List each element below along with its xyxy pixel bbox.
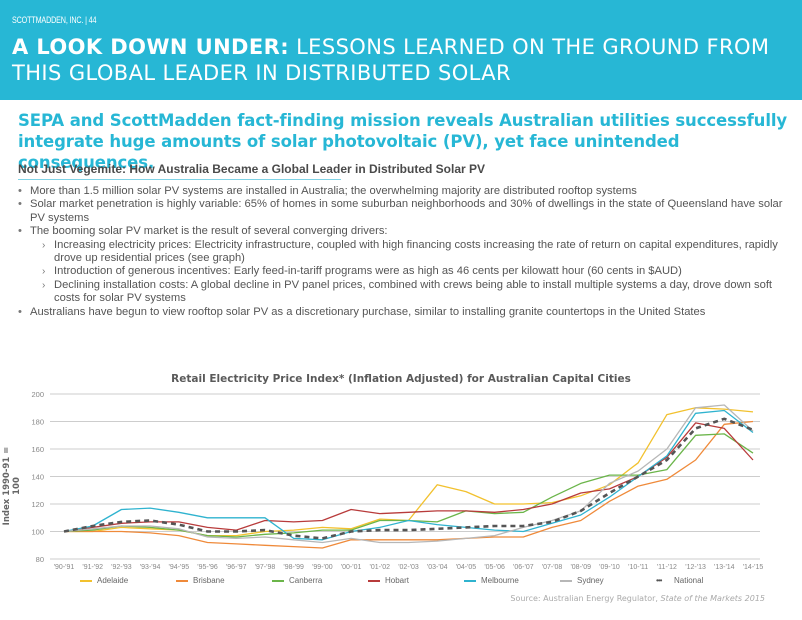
legend-swatch xyxy=(560,579,572,582)
x-tick-label: '96-'97 xyxy=(226,564,247,571)
x-tick-label: '04-'05 xyxy=(456,564,477,571)
chart-legend: Adelaide Brisbane Canberra Hobart Melbourne S… xyxy=(0,576,802,590)
legend-swatch xyxy=(368,579,380,582)
page-title-rest: LESSONS LEARNED ON THE GROUND FROM THIS … xyxy=(12,35,770,85)
section-heading: Not Just Vegemite: How Australia Became … xyxy=(18,162,486,176)
series-line-adelaide xyxy=(64,407,754,537)
x-tick-label: '06-'07 xyxy=(513,564,534,571)
bullet-icon: • xyxy=(18,198,22,211)
sub-bullet-text: Introduction of generous incentives: Ear… xyxy=(54,265,682,278)
bullet-list: • More than 1.5 million solar PV systems… xyxy=(18,185,788,319)
bullet-text: Solar market penetration is highly varia… xyxy=(30,198,783,224)
list-item: • Solar market penetration is highly var… xyxy=(18,198,788,225)
x-tick-label: '93-'94 xyxy=(140,564,161,571)
y-tick-label: 200 xyxy=(31,390,44,399)
y-tick-label: 100 xyxy=(31,528,44,537)
series-line-brisbane xyxy=(64,420,754,549)
legend-swatch xyxy=(176,579,188,582)
chart-series xyxy=(63,404,754,549)
legend-label: Brisbane xyxy=(193,576,225,585)
sub-bullet-text: Declining installation costs: A global d… xyxy=(54,278,773,305)
chart-grid xyxy=(50,393,760,560)
x-tick-label: '08-'09 xyxy=(570,564,591,571)
x-tick-label: '91-'92 xyxy=(82,564,103,571)
legend-label: Melbourne xyxy=(481,576,519,585)
line-chart: 80 100 120 140 160 180 200 '90-'91 '91-'92 '92-'… xyxy=(31,390,764,571)
legend-label: Sydney xyxy=(577,576,604,585)
legend-item-hobart: Hobart xyxy=(368,576,409,585)
chart-title: Retail Electricity Price Index* (Inflati… xyxy=(171,373,631,385)
bullet-icon: • xyxy=(18,185,22,197)
bullet-text: More than 1.5 million solar PV systems a… xyxy=(30,185,637,197)
series-line-national xyxy=(63,417,754,540)
sub-list-item: › Declining installation costs: A global… xyxy=(18,279,788,306)
legend-item-canberra: Canberra xyxy=(272,576,322,585)
sub-bullet-text: Increasing electricity prices: Electrici… xyxy=(54,238,778,265)
x-tick-label: '90-'91 xyxy=(54,564,75,571)
section-divider xyxy=(18,179,341,180)
x-tick-label: '01-'02 xyxy=(370,564,391,571)
series-line-hobart xyxy=(63,422,754,533)
source-title: State of the Markets 2015 xyxy=(660,594,766,603)
list-item: • The booming solar PV market is the res… xyxy=(18,225,788,238)
y-tick-labels: 80 100 120 140 160 180 200 xyxy=(31,390,44,564)
legend-label: Adelaide xyxy=(97,576,129,585)
subtitle: SEPA and ScottMadden fact-finding missio… xyxy=(18,111,788,172)
sub-list-item: › Increasing electricity prices: Electri… xyxy=(18,239,788,266)
series-line-melbourne xyxy=(63,409,754,541)
chevron-right-icon: › xyxy=(42,266,46,278)
y-tick-label: 140 xyxy=(31,473,44,482)
bullet-text: The booming solar PV market is the resul… xyxy=(30,225,388,238)
x-tick-label: '03-'04 xyxy=(427,564,448,571)
bullet-text: Australians have begun to view rooftop s… xyxy=(30,305,706,318)
legend-label: Canberra xyxy=(289,576,323,585)
x-tick-label: '09-'10 xyxy=(599,564,620,571)
x-tick-label: '92-'93 xyxy=(111,564,132,571)
x-tick-label: '00-'01 xyxy=(341,564,362,571)
sub-list-item: › Introduction of generous incentives: E… xyxy=(18,265,788,278)
x-tick-label: '07-'08 xyxy=(542,564,563,571)
series-line-sydney xyxy=(63,404,754,544)
chevron-right-icon: › xyxy=(42,279,46,291)
legend-item-melbourne: Melbourne xyxy=(464,576,519,585)
legend-item-national: ••• National xyxy=(656,576,703,585)
x-tick-label: '94-'95 xyxy=(169,564,190,571)
list-item: • More than 1.5 million solar PV systems… xyxy=(18,185,788,198)
x-tick-label: '13-'14 xyxy=(714,564,735,571)
legend-swatch xyxy=(80,579,92,582)
legend-swatch xyxy=(272,579,284,582)
legend-label: Hobart xyxy=(385,576,410,585)
bullet-icon: • xyxy=(18,225,22,238)
legend-item-adelaide: Adelaide xyxy=(80,576,128,585)
x-tick-labels: '90-'91 '91-'92 '92-'93 '93-'94 '94-'95 '95-'… xyxy=(54,564,764,571)
header-banner: SCOTTMADDEN, INC. | 44 A LOOK DOWN UNDER… xyxy=(0,0,802,100)
bullet-icon: • xyxy=(18,305,22,318)
x-tick-label: '98-'99 xyxy=(283,564,304,571)
source-prefix: Source: Australian Energy Regulator, xyxy=(510,594,661,603)
x-tick-label: '11-'12 xyxy=(657,564,677,571)
x-tick-label: '97-'98 xyxy=(255,564,276,571)
y-tick-label: 80 xyxy=(36,555,44,564)
legend-label: National xyxy=(674,576,704,585)
page-title: A LOOK DOWN UNDER: LESSONS LEARNED ON TH… xyxy=(12,34,792,86)
list-item: • Australians have begun to view rooftop… xyxy=(18,306,788,319)
x-tick-label: '02-'03 xyxy=(398,564,419,571)
x-tick-label: '99-'00 xyxy=(312,564,333,571)
chevron-right-icon: › xyxy=(42,239,46,251)
x-tick-label: '10-'11 xyxy=(628,564,648,571)
legend-item-sydney: Sydney xyxy=(560,576,604,585)
x-tick-label: '12-'13 xyxy=(685,564,706,571)
x-tick-label: '05-'06 xyxy=(484,564,505,571)
y-tick-label: 120 xyxy=(31,500,44,509)
page-title-bold: A LOOK DOWN UNDER: xyxy=(12,35,289,59)
y-tick-label: 180 xyxy=(31,418,44,427)
source-citation: Source: Australian Energy Regulator, Sta… xyxy=(510,594,765,603)
x-tick-label: '14-'15 xyxy=(743,564,764,571)
legend-swatch xyxy=(464,579,476,582)
y-tick-label: 160 xyxy=(31,445,44,454)
x-tick-label: '95-'96 xyxy=(197,564,218,571)
page-label: SCOTTMADDEN, INC. | 44 xyxy=(12,15,97,25)
legend-swatch: ••• xyxy=(656,575,662,585)
legend-item-brisbane: Brisbane xyxy=(176,576,225,585)
